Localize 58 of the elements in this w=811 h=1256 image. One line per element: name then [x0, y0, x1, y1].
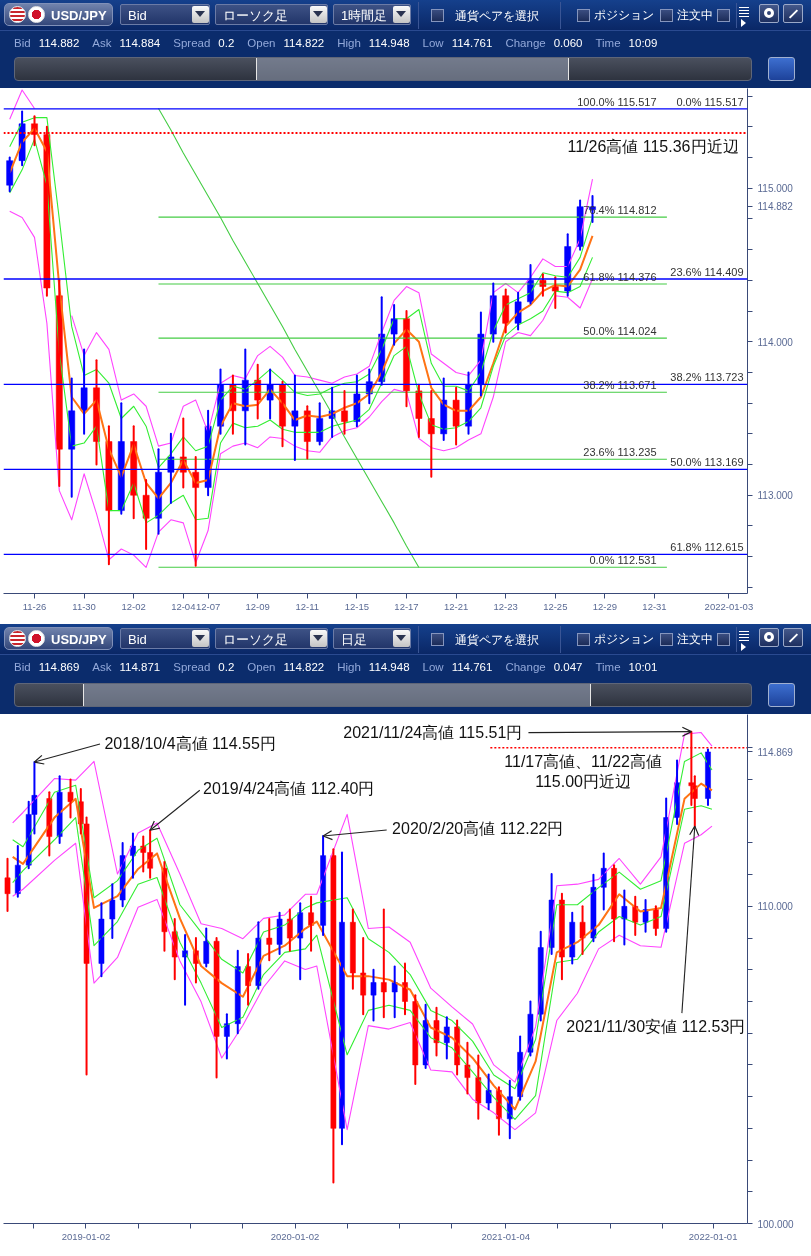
chart-title: USD/JPY — [51, 631, 107, 649]
x-tick-label: 12-09 — [245, 600, 270, 612]
x-tick-label: 2022-01-01 — [688, 1230, 738, 1242]
text: 注文中 — [677, 8, 713, 23]
y-tick-label: 114.882 — [757, 201, 794, 213]
dropdown: ローソク足 — [215, 4, 328, 25]
ref-line-label: 61.8% 112.615 — [670, 541, 744, 554]
text: ポジション — [594, 632, 654, 647]
annotation: 2018/10/4高値 114.55円 — [104, 734, 276, 752]
annotation: 11/17高値、11/22高値 115.00円近辺 — [504, 752, 662, 791]
x-tick-label: 2022-01-03 — [704, 600, 754, 612]
ref-line-label: 11/26高値 115.36円近辺 — [567, 137, 739, 155]
ref-line-label: 50.0% 113.169 — [670, 456, 744, 469]
y-tick-label: 115.000 — [757, 183, 794, 195]
x-tick-label: 12-02 — [121, 600, 146, 612]
x-tick-label: 12-17 — [394, 600, 419, 612]
x-tick-label: 12-04 — [171, 600, 196, 612]
chart-title: USD/JPY — [51, 7, 107, 25]
ref-line-label: 23.6% 114.409 — [670, 265, 744, 278]
text: ポジション — [594, 8, 654, 23]
dropdown: Bid — [120, 628, 210, 649]
x-tick-label: 2021-01-04 — [481, 1230, 531, 1242]
annotation: 100.0% 115.517 — [577, 95, 657, 108]
text: Bid 114.882 Ask 114.884 Spread 0.2 Open 114.822 High 114.948 Low 114.761 Change 0.060 Time 10:09 — [14, 37, 658, 49]
ref-line-label: 38.2% 113.723 — [670, 371, 744, 384]
x-tick-label: 12-25 — [543, 600, 568, 612]
x-tick-label: 2019-01-02 — [61, 1230, 111, 1242]
dropdown: Bid — [120, 4, 210, 25]
dropdown: 1時間足 — [333, 4, 411, 25]
text: Bid 114.869 Ask 114.871 Spread 0.2 Open 114.822 High 114.948 Low 114.761 Change 0.047 Time 10:01 — [14, 661, 658, 673]
annotation: 50.0% 114.024 — [583, 325, 657, 338]
x-tick-label: 12-07 — [195, 600, 221, 612]
y-tick-label: 110.000 — [757, 901, 794, 913]
x-tick-label: 2020-01-02 — [270, 1230, 320, 1242]
ref-line-label: 0.0% 115.517 — [676, 95, 744, 108]
text: 通貨ペアを選択 — [455, 632, 539, 649]
y-tick-label: 113.000 — [757, 490, 794, 502]
x-tick-label: 11-30 — [72, 600, 96, 612]
annotation: 23.6% 113.235 — [583, 446, 657, 459]
annotation: 2021/11/24高値 115.51円 — [343, 724, 523, 742]
x-tick-label: 12-29 — [592, 600, 618, 612]
annotation: 2019/4/24高値 112.40円 — [203, 779, 375, 797]
text: 通貨ペアを選択 — [455, 8, 539, 25]
x-tick-label: 12-21 — [443, 600, 469, 612]
dropdown: 日足 — [333, 628, 411, 649]
y-tick-label: 100.000 — [757, 1218, 795, 1230]
dropdown: ローソク足 — [215, 628, 328, 649]
annotation: 2021/11/30安値 112.53円 — [566, 1017, 746, 1035]
text: 注文中 — [677, 632, 713, 647]
x-tick-label: 12-31 — [642, 600, 667, 612]
x-tick-label: 12-15 — [344, 600, 370, 612]
x-tick-label: 12-11 — [295, 600, 320, 612]
y-tick-label: 114.000 — [757, 336, 794, 348]
y-tick-label: 114.869 — [757, 746, 794, 758]
annotation: 0.0% 112.531 — [589, 554, 657, 567]
annotation: 2020/2/20高値 112.22円 — [392, 820, 564, 838]
x-tick-label: 11-26 — [22, 600, 47, 612]
x-tick-label: 12-23 — [493, 600, 518, 612]
